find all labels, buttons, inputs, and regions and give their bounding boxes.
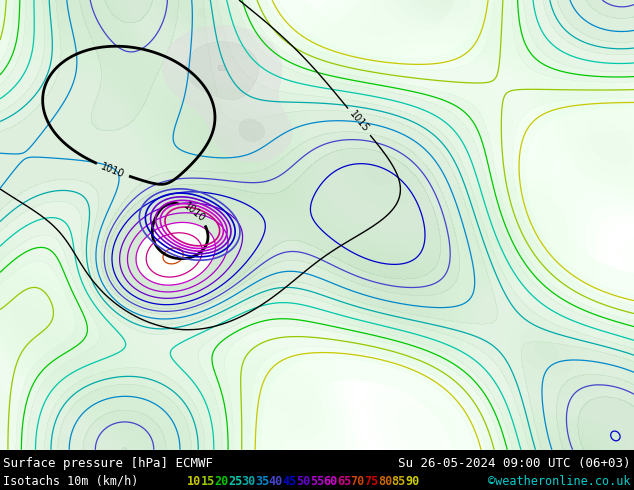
Text: 85: 85	[391, 475, 406, 488]
Text: 10: 10	[187, 475, 201, 488]
Text: Su 26-05-2024 09:00 UTC (06+03): Su 26-05-2024 09:00 UTC (06+03)	[398, 457, 631, 470]
Text: 45: 45	[283, 475, 297, 488]
Text: 75: 75	[364, 475, 378, 488]
Text: 50: 50	[296, 475, 310, 488]
Text: ©weatheronline.co.uk: ©weatheronline.co.uk	[488, 475, 631, 488]
Text: 15: 15	[200, 475, 215, 488]
Text: 70: 70	[351, 475, 365, 488]
Text: Surface pressure [hPa] ECMWF: Surface pressure [hPa] ECMWF	[3, 457, 213, 470]
Text: 1010: 1010	[181, 201, 207, 224]
Text: 35: 35	[255, 475, 269, 488]
Text: 20: 20	[214, 475, 228, 488]
Text: 65: 65	[337, 475, 351, 488]
Text: 40: 40	[269, 475, 283, 488]
Text: 25: 25	[228, 475, 242, 488]
Text: 1010: 1010	[100, 161, 126, 179]
Text: 55: 55	[309, 475, 324, 488]
Text: Isotachs 10m (km/h): Isotachs 10m (km/h)	[3, 475, 139, 488]
Text: 30: 30	[242, 475, 256, 488]
Text: 1015: 1015	[347, 109, 371, 135]
Text: 90: 90	[405, 475, 419, 488]
Text: 80: 80	[378, 475, 392, 488]
Text: 60: 60	[323, 475, 337, 488]
